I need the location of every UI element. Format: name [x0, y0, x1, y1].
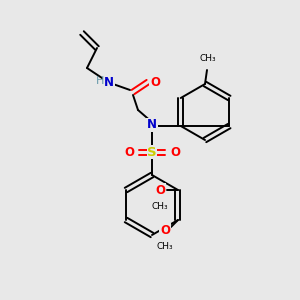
Text: O: O: [155, 184, 165, 196]
Text: H: H: [96, 76, 104, 86]
Text: O: O: [150, 76, 160, 88]
Text: CH₃: CH₃: [157, 242, 173, 251]
Text: O: O: [170, 146, 180, 158]
Text: O: O: [124, 146, 134, 158]
Text: N: N: [147, 118, 157, 131]
Text: CH₃: CH₃: [200, 54, 216, 63]
Text: O: O: [160, 224, 170, 236]
Text: CH₃: CH₃: [152, 202, 168, 211]
Text: S: S: [147, 146, 157, 158]
Text: N: N: [104, 76, 114, 88]
